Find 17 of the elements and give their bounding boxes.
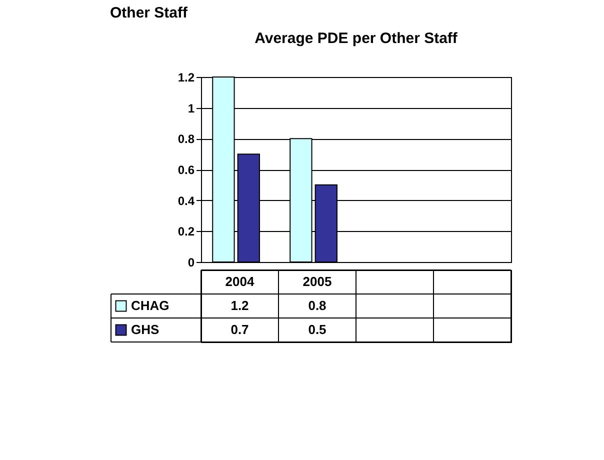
x-tick-label: 2004 — [225, 274, 255, 289]
y-tick-label: 0.8 — [178, 132, 195, 146]
y-tick-label: 0.4 — [178, 194, 195, 208]
y-tick-label: 1.2 — [178, 70, 195, 84]
legend-label: CHAG — [131, 298, 170, 313]
text: Other Staff — [110, 4, 189, 22]
legend-label: GHS — [131, 322, 160, 337]
y-tick-label: 0.6 — [178, 163, 195, 177]
y-tick-label: 0 — [188, 256, 195, 270]
data-label: 1.2 — [230, 298, 249, 313]
chart-title: Average PDE per Other Staff — [254, 30, 458, 47]
data-label: 0.8 — [308, 298, 326, 313]
data-label: 0.7 — [230, 322, 249, 337]
data-label: 0.5 — [308, 322, 326, 337]
x-tick-label: 2005 — [302, 274, 332, 289]
y-tick-label: 1 — [188, 101, 195, 116]
y-tick-label: 0.2 — [178, 224, 195, 239]
